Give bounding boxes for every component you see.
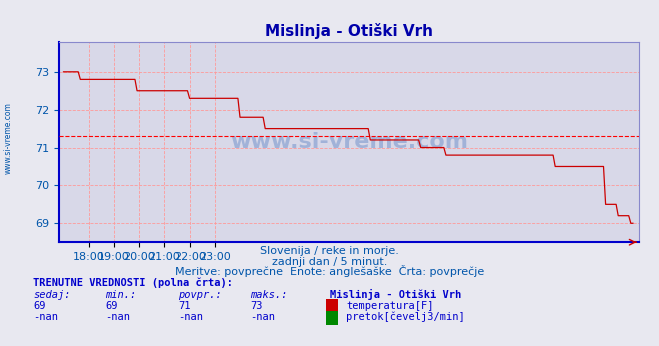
Text: Slovenija / reke in morje.: Slovenija / reke in morje. <box>260 246 399 256</box>
Text: TRENUTNE VREDNOSTI (polna črta):: TRENUTNE VREDNOSTI (polna črta): <box>33 278 233 289</box>
Text: -nan: -nan <box>33 312 58 322</box>
Text: -nan: -nan <box>178 312 203 322</box>
Text: temperatura[F]: temperatura[F] <box>346 301 434 311</box>
Text: Mislinja - Otiški Vrh: Mislinja - Otiški Vrh <box>330 289 461 300</box>
Text: 71: 71 <box>178 301 190 311</box>
Text: zadnji dan / 5 minut.: zadnji dan / 5 minut. <box>272 257 387 267</box>
Text: -nan: -nan <box>250 312 275 322</box>
Text: Meritve: povprečne  Enote: anglešaške  Črta: povprečje: Meritve: povprečne Enote: anglešaške Črt… <box>175 265 484 277</box>
Text: povpr.:: povpr.: <box>178 290 221 300</box>
Text: 69: 69 <box>105 301 118 311</box>
Text: sedaj:: sedaj: <box>33 290 71 300</box>
Text: 69: 69 <box>33 301 45 311</box>
Text: 73: 73 <box>250 301 263 311</box>
Text: -nan: -nan <box>105 312 130 322</box>
Text: min.:: min.: <box>105 290 136 300</box>
Text: www.si-vreme.com: www.si-vreme.com <box>230 132 469 152</box>
Text: maks.:: maks.: <box>250 290 288 300</box>
Text: pretok[čevelj3/min]: pretok[čevelj3/min] <box>346 311 465 322</box>
Text: www.si-vreme.com: www.si-vreme.com <box>3 102 13 174</box>
Title: Mislinja - Otiški Vrh: Mislinja - Otiški Vrh <box>266 23 433 39</box>
